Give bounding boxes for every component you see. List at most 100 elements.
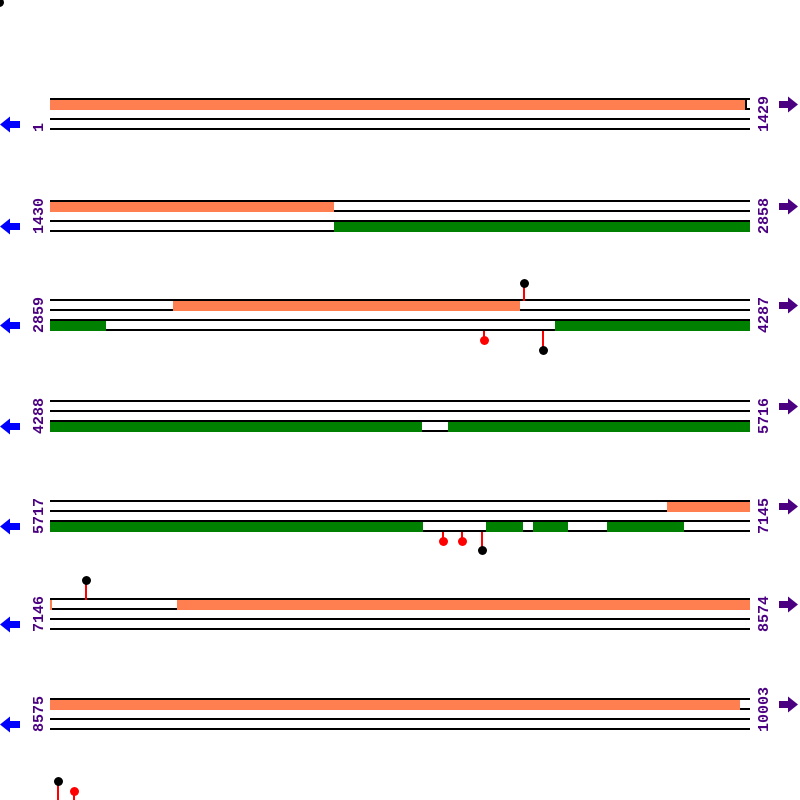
strand-line [50, 628, 750, 630]
left-arrow-icon [0, 418, 20, 435]
right-nav-arrow[interactable] [779, 297, 799, 314]
strand-line [50, 220, 750, 222]
marker-stick [483, 330, 485, 337]
forward-feature-bar [50, 699, 740, 710]
strand-line [50, 319, 750, 321]
reverse-feature-bar [334, 221, 750, 232]
reverse-feature-bar [50, 521, 423, 532]
left-nav-arrow[interactable] [0, 518, 20, 535]
left-nav-arrow[interactable] [0, 218, 20, 235]
left-nav-arrow[interactable] [0, 116, 20, 133]
red-marker-dot [438, 536, 448, 546]
right-nav-arrow[interactable] [779, 498, 799, 515]
reverse-feature-bar [50, 320, 106, 331]
marker-stick [73, 794, 75, 800]
row-start-position-label: 4288 [31, 397, 48, 434]
strand-line [50, 98, 750, 100]
right-arrow-icon [779, 198, 798, 215]
marker-stick [481, 531, 483, 547]
strand-line [50, 400, 750, 402]
row-end-position-label: 10003 [756, 686, 773, 732]
strand-line [50, 598, 750, 600]
left-nav-arrow[interactable] [0, 616, 20, 633]
row-start-position-label: 1430 [31, 197, 48, 234]
reverse-feature-bar [555, 320, 750, 331]
strand-line [50, 200, 750, 202]
black-marker-dot [53, 776, 63, 786]
marker-stick [461, 531, 463, 538]
marker-stick [85, 583, 87, 600]
right-nav-arrow[interactable] [779, 96, 799, 113]
left-arrow-icon [0, 616, 20, 633]
forward-feature-bar [50, 201, 334, 212]
row-end-position-label: 1429 [756, 95, 773, 132]
black-marker-dot [477, 545, 487, 555]
right-nav-arrow[interactable] [779, 398, 799, 415]
strand-line [50, 329, 750, 331]
forward-feature-bar [50, 99, 745, 110]
strand-line [50, 698, 750, 700]
forward-feature-bar [667, 501, 750, 512]
right-nav-arrow[interactable] [779, 198, 799, 215]
row-end-position-label: 2858 [756, 197, 773, 234]
row-end-position-label: 7145 [756, 497, 773, 534]
reverse-feature-bar [607, 521, 684, 532]
strand-line [50, 299, 750, 301]
strand-line [50, 118, 750, 120]
right-arrow-icon [779, 498, 798, 515]
left-nav-arrow[interactable] [0, 317, 20, 334]
row-start-position-label: 1 [31, 122, 48, 132]
row-end-position-label: 5716 [756, 397, 773, 434]
marker-stick [542, 330, 544, 347]
right-arrow-icon [779, 596, 798, 613]
row-start-position-label: 8575 [31, 695, 48, 732]
right-arrow-icon [779, 96, 798, 113]
strand-line [50, 618, 750, 620]
row-start-position-label: 2859 [31, 296, 48, 333]
right-arrow-icon [779, 398, 798, 415]
strand-line [50, 210, 750, 212]
black-marker-dot [81, 575, 91, 585]
feature-end-tick [745, 99, 747, 110]
black-marker-dot [0, 0, 4, 7]
left-nav-arrow[interactable] [0, 418, 20, 435]
red-marker-dot [457, 536, 467, 546]
strand-line [50, 420, 750, 422]
reverse-feature-bar [486, 521, 523, 532]
row-start-position-label: 7146 [31, 595, 48, 632]
reverse-feature-bar [50, 421, 422, 432]
right-arrow-icon [779, 297, 798, 314]
reverse-feature-bar [448, 421, 750, 432]
left-arrow-icon [0, 116, 20, 133]
right-nav-arrow[interactable] [779, 696, 799, 713]
row-start-position-label: 5717 [31, 497, 48, 534]
left-arrow-icon [0, 218, 20, 235]
reverse-feature-bar [533, 521, 568, 532]
forward-feature-bar [177, 599, 750, 610]
strand-line [50, 128, 750, 130]
left-nav-arrow[interactable] [0, 716, 20, 733]
marker-stick [523, 286, 525, 301]
right-nav-arrow[interactable] [779, 596, 799, 613]
row-end-position-label: 8574 [756, 595, 773, 632]
red-marker-dot [479, 335, 489, 345]
strand-line [50, 510, 750, 512]
black-marker-dot [538, 345, 548, 355]
black-marker-dot [519, 278, 529, 288]
right-arrow-icon [779, 696, 798, 713]
strand-line [50, 500, 750, 502]
left-arrow-icon [0, 317, 20, 334]
left-arrow-icon [0, 518, 20, 535]
strand-line [50, 410, 750, 412]
red-marker-dot [69, 786, 79, 796]
strand-line [50, 520, 750, 522]
marker-stick [57, 784, 59, 800]
marker-stick [442, 531, 444, 538]
strand-line [50, 718, 750, 720]
row-end-position-label: 4287 [756, 296, 773, 333]
strand-line [50, 728, 750, 730]
left-arrow-icon [0, 716, 20, 733]
forward-feature-bar [173, 300, 520, 311]
forward-feature-bar [50, 599, 52, 610]
